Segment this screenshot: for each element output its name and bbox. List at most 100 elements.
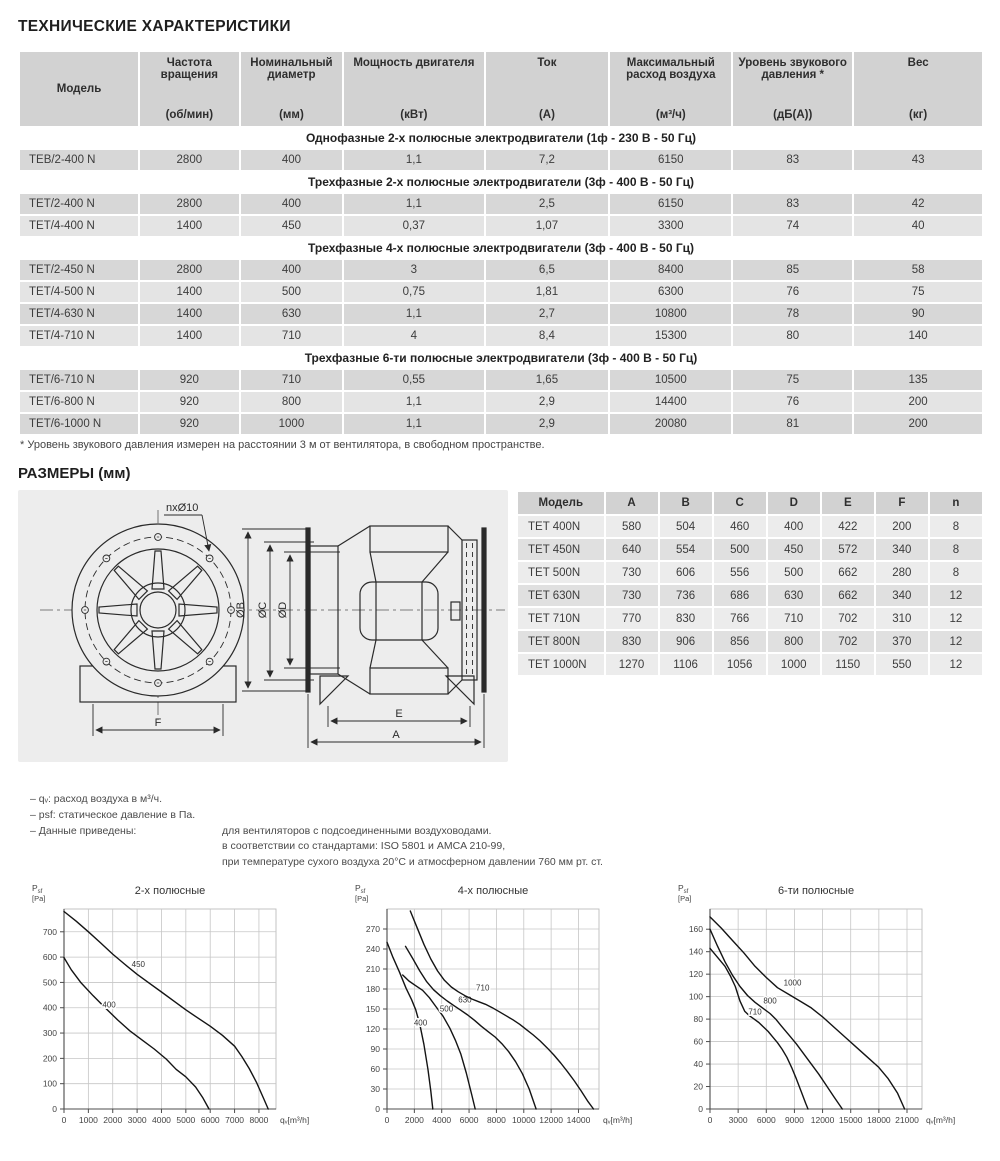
spec-cell: 20080 xyxy=(610,414,732,434)
spec-row: ТЕТ/2-400 N 2800 400 1,1 2,5 6150 83 42 xyxy=(20,194,982,214)
x-axis-unit-label: qᵥ[m³/h] xyxy=(603,1115,632,1125)
y-tick-label: 240 xyxy=(366,944,380,954)
x-tick-label: 6000 xyxy=(460,1115,479,1125)
spec-col-header: Частота вращения (об/мин) xyxy=(140,52,239,126)
dims-model-cell: TET 400N xyxy=(518,516,604,537)
casing-bottom-block xyxy=(369,667,449,695)
y-tick-label: 160 xyxy=(689,924,703,934)
y-tick-label: 60 xyxy=(694,1036,704,1046)
dims-cell: 500 xyxy=(713,539,766,560)
dims-cell: 580 xyxy=(605,516,658,537)
dims-cell: 8 xyxy=(929,562,982,583)
spec-cell: 4 xyxy=(344,326,484,346)
spec-cell: 7,2 xyxy=(485,150,609,170)
dims-col-header: n xyxy=(929,492,982,514)
col-name: Уровень звукового давления * xyxy=(738,57,847,81)
y-tick-label: 20 xyxy=(694,1081,704,1091)
casing-inner-circle xyxy=(96,548,220,672)
spec-cell: 6150 xyxy=(610,194,732,214)
spec-cell: 43 xyxy=(854,150,982,170)
x-tick-label: 1000 xyxy=(79,1115,98,1125)
spec-cell: 1000 xyxy=(240,414,343,434)
dimension-lines xyxy=(92,528,485,748)
front-view xyxy=(71,523,245,703)
chart-2: 0 30 60 90 120 150 180 210 240 270 0 2000 4000 6000 80… xyxy=(355,883,632,1125)
dims-cell: 662 xyxy=(821,585,874,606)
spec-row: ТЕТ/2-450 N 2800 400 3 6,5 8400 85 58 xyxy=(20,260,982,280)
dims-model-cell: TET 450N xyxy=(518,539,604,560)
holes-label: nxØ10 xyxy=(166,502,198,514)
inlet-section xyxy=(309,545,339,675)
note-text: для вентиляторов с подсоединенными возду… xyxy=(222,824,492,837)
dims-cell: 766 xyxy=(713,608,766,629)
dims-cell: 830 xyxy=(605,631,658,652)
y-tick-label: 210 xyxy=(366,964,380,974)
dims-model-cell: TET 800N xyxy=(518,631,604,652)
dims-cell: 12 xyxy=(929,654,982,675)
curve-400 xyxy=(63,956,210,1110)
spec-section-title: Однофазные 2-х полюсные электродвигатели… xyxy=(20,128,982,148)
x-tick-label: 5000 xyxy=(176,1115,195,1125)
dims-cell: 1000 xyxy=(767,654,820,675)
x-tick-label: 4000 xyxy=(152,1115,171,1125)
spec-cell: 400 xyxy=(240,150,343,170)
spec-row: ТЕТ/4-630 N 1400 630 1,1 2,7 10800 78 90 xyxy=(20,304,982,324)
dims-row: TET 800N 830 906 856 800 702 370 12 xyxy=(518,631,982,652)
curve-label-500: 500 xyxy=(440,1004,454,1013)
spec-row: ТЕВ/2-400 N 2800 400 1,1 7,2 6150 83 43 xyxy=(20,150,982,170)
x-tick-label: 3000 xyxy=(729,1115,748,1125)
spec-cell: 2,9 xyxy=(485,392,609,412)
dims-model-cell: TET 630N xyxy=(518,585,604,606)
dims-cell: 710 xyxy=(767,608,820,629)
curve-label-400: 400 xyxy=(102,1000,116,1009)
dim-f-label: F xyxy=(155,717,162,729)
spec-cell: 1,07 xyxy=(485,216,609,236)
spec-cell: 400 xyxy=(240,260,343,280)
y-tick-label: 700 xyxy=(43,927,57,937)
y-tick-label: 500 xyxy=(43,977,57,987)
dims-cell: 830 xyxy=(659,608,712,629)
col-unit: (мм) xyxy=(279,109,304,121)
dims-cell: 500 xyxy=(767,562,820,583)
dims-cell: 630 xyxy=(767,585,820,606)
spec-cell: 3300 xyxy=(610,216,732,236)
col-unit: (м³/ч) xyxy=(655,109,686,121)
x-tick-label: 12000 xyxy=(539,1115,563,1125)
charts-row: 0 100 200 300 400 500 600 700 0 1000 2000 3000 4000 5… xyxy=(18,879,984,1141)
spec-cell: 14400 xyxy=(610,392,732,412)
spec-cell: 2800 xyxy=(140,194,239,214)
fan-dimension-diagram: nxØ10 xyxy=(18,490,508,762)
spec-cell: 1400 xyxy=(140,216,239,236)
y-axis-label: Psf xyxy=(355,883,366,895)
spec-cell: 76 xyxy=(733,392,853,412)
spec-model-cell: ТЕТ/4-500 N xyxy=(20,282,138,302)
col-unit: (об/мин) xyxy=(165,109,214,121)
dims-cell: 12 xyxy=(929,585,982,606)
y-tick-label: 40 xyxy=(694,1059,704,1069)
x-tick-label: 0 xyxy=(708,1115,713,1125)
dims-row: TET 710N 770 830 766 710 702 310 12 xyxy=(518,608,982,629)
dim-e-label: E xyxy=(395,708,402,720)
x-tick-label: 8000 xyxy=(487,1115,506,1125)
spec-cell: 920 xyxy=(140,370,239,390)
y-tick-label: 90 xyxy=(371,1044,381,1054)
curve-label-710: 710 xyxy=(748,1007,762,1016)
x-tick-label: 9000 xyxy=(785,1115,804,1125)
curve-label-630: 630 xyxy=(458,995,472,1004)
dims-cell: 906 xyxy=(659,631,712,652)
dim-a-label: A xyxy=(392,729,400,741)
x-tick-label: 6000 xyxy=(201,1115,220,1125)
note-label: – Данные приведены: xyxy=(30,824,137,837)
dimensions-row: nxØ10 xyxy=(18,490,984,762)
hub-inner xyxy=(139,591,177,629)
spec-cell: 1,1 xyxy=(344,194,484,214)
dims-cell: 280 xyxy=(875,562,928,583)
col-unit: (дБ(А)) xyxy=(773,109,813,121)
spec-cell: 400 xyxy=(240,194,343,214)
spec-row: ТЕТ/4-400 N 1400 450 0,37 1,07 3300 74 40 xyxy=(20,216,982,236)
spec-cell: 920 xyxy=(140,414,239,434)
spec-model-cell: ТЕТ/6-1000 N xyxy=(20,414,138,434)
spec-section-title: Трехфазные 4-х полюсные электродвигатели… xyxy=(20,238,982,258)
spec-cell: 8400 xyxy=(610,260,732,280)
